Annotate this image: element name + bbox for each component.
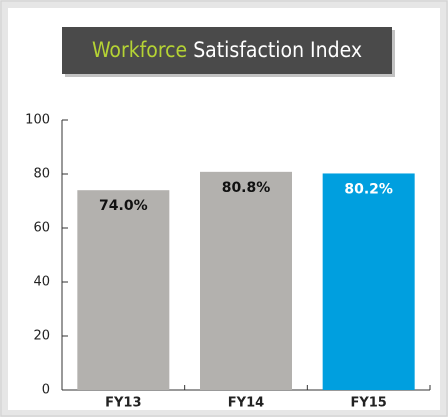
bar — [77, 190, 170, 390]
bar — [200, 171, 292, 390]
bar — [322, 173, 415, 390]
x-tick-label: FY15 — [350, 396, 386, 411]
title-rest: Satisfaction Index — [193, 38, 362, 62]
title-highlight: Workforce — [92, 38, 187, 62]
y-tick-label: 0 — [42, 383, 50, 398]
x-tick-label: FY13 — [105, 396, 141, 411]
y-tick-label: 80 — [33, 167, 50, 182]
x-tick-label: FY14 — [228, 396, 264, 411]
y-tick-label: 100 — [25, 113, 50, 128]
chart-title: Workforce Satisfaction Index — [92, 38, 362, 62]
y-tick-label: 20 — [33, 329, 50, 344]
value-label: 74.0% — [99, 198, 148, 214]
y-tick-label: 40 — [33, 275, 50, 290]
title-box — [62, 27, 392, 74]
y-tick-label: 60 — [33, 221, 50, 236]
value-label: 80.2% — [344, 181, 393, 197]
value-label: 80.8% — [222, 180, 271, 196]
